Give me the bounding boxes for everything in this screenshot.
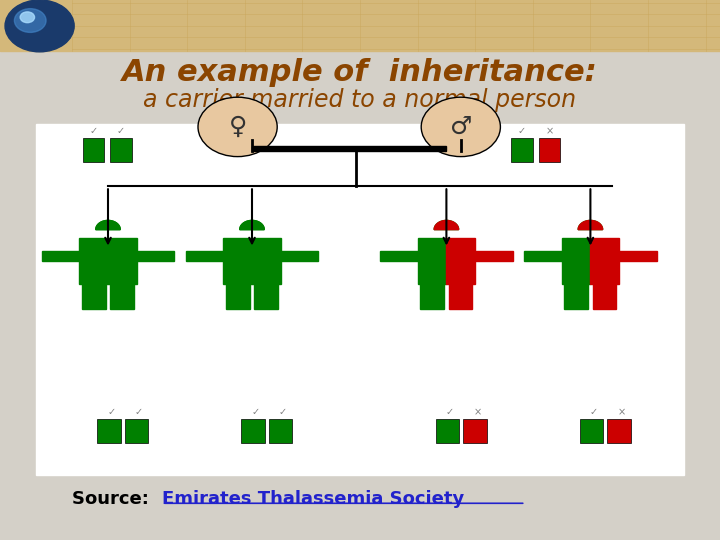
Bar	[269, 418, 292, 443]
Circle shape	[14, 9, 46, 32]
Bar	[241, 418, 265, 443]
Bar	[524, 251, 562, 261]
Bar	[252, 238, 281, 284]
Bar	[418, 238, 446, 284]
Circle shape	[421, 97, 500, 157]
Text: ♀: ♀	[228, 115, 247, 139]
Bar	[511, 138, 533, 162]
Text: ✓: ✓	[590, 407, 598, 417]
Text: ✓: ✓	[89, 126, 98, 136]
Text: ✓: ✓	[135, 407, 143, 417]
Bar	[380, 251, 418, 261]
Circle shape	[20, 12, 35, 23]
Bar	[36, 124, 684, 475]
Bar	[539, 138, 560, 162]
Circle shape	[5, 0, 74, 52]
Bar	[463, 418, 487, 443]
Text: ×: ×	[545, 126, 554, 136]
Bar	[110, 138, 132, 162]
Bar	[110, 284, 134, 309]
Bar	[226, 284, 250, 309]
Bar	[590, 238, 619, 284]
Bar	[137, 251, 174, 261]
Bar	[446, 238, 475, 284]
Text: ×: ×	[473, 407, 482, 417]
Text: ✓: ✓	[251, 407, 260, 417]
Bar	[420, 284, 444, 309]
Bar	[83, 138, 104, 162]
Polygon shape	[578, 220, 603, 230]
Text: ♂: ♂	[449, 115, 472, 139]
Text: a carrier married to a normal person: a carrier married to a normal person	[143, 88, 577, 112]
Polygon shape	[240, 220, 264, 230]
Bar	[42, 251, 79, 261]
Polygon shape	[240, 220, 264, 230]
Bar	[475, 251, 513, 261]
Bar	[449, 284, 472, 309]
Text: ×: ×	[617, 407, 626, 417]
Bar	[79, 238, 108, 284]
Polygon shape	[578, 220, 603, 230]
Bar	[97, 418, 121, 443]
Bar	[580, 418, 603, 443]
Bar	[564, 284, 588, 309]
Circle shape	[198, 97, 277, 157]
Polygon shape	[434, 220, 459, 230]
Bar	[281, 251, 318, 261]
Bar	[125, 418, 148, 443]
Bar	[0, 0, 720, 51]
Text: ✓: ✓	[107, 407, 116, 417]
Bar	[619, 251, 657, 261]
Bar	[252, 146, 446, 151]
Text: ✓: ✓	[446, 407, 454, 417]
Bar	[82, 284, 106, 309]
Polygon shape	[96, 220, 120, 230]
Text: ✓: ✓	[279, 407, 287, 417]
Bar	[108, 238, 137, 284]
Text: An example of  inheritance:: An example of inheritance:	[122, 58, 598, 87]
Polygon shape	[434, 220, 459, 230]
Bar	[436, 418, 459, 443]
Bar	[562, 238, 590, 284]
Text: ✓: ✓	[518, 126, 526, 136]
Bar	[186, 251, 223, 261]
Text: Emirates Thalassemia Society: Emirates Thalassemia Society	[162, 490, 464, 509]
Bar	[593, 284, 616, 309]
Text: Source:: Source:	[72, 490, 155, 509]
Bar	[607, 418, 631, 443]
Bar	[254, 284, 278, 309]
Bar	[223, 238, 252, 284]
Polygon shape	[96, 220, 120, 230]
Text: ✓: ✓	[117, 126, 125, 136]
